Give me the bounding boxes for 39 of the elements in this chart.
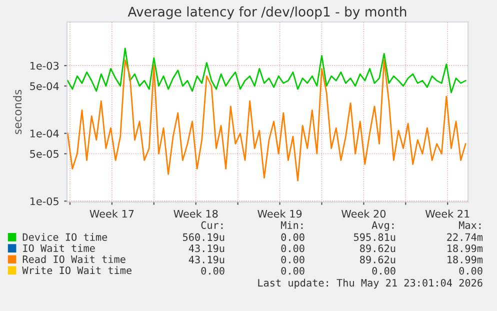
- text: 0.00: [281, 233, 304, 241]
- x-tick-label: Week 20: [342, 210, 386, 218]
- legend-label: IO Wait time: [23, 244, 95, 252]
- text: 0.00: [281, 256, 304, 264]
- text: 0.00: [201, 266, 224, 275]
- text: 0.00: [372, 266, 396, 275]
- text: 0.00: [281, 266, 304, 275]
- text: 22.74m: [447, 233, 483, 241]
- text: Cur:: [201, 221, 223, 229]
- text: Avg:: [372, 221, 394, 231]
- text: 0.00: [459, 266, 482, 275]
- line-series: [67, 48, 466, 94]
- legend-label: Write IO Wait time: [22, 266, 132, 274]
- text: 595.81u: [354, 233, 396, 241]
- x-tick-label: Week 19: [258, 210, 302, 218]
- legend-label: Read IO Wait time: [22, 255, 126, 264]
- text: 43.19u: [188, 244, 224, 252]
- text: 0.00: [281, 244, 304, 252]
- text: Min:: [281, 221, 303, 229]
- text: 43.19u: [188, 256, 224, 264]
- line-series: [67, 60, 466, 182]
- text: Last update: Thu May 21 23:01:04 2026: [258, 278, 482, 289]
- text: 89.62u: [360, 244, 396, 252]
- legend-label: Device IO time: [22, 233, 108, 241]
- x-tick-label: Week 17: [90, 210, 134, 218]
- text: Max:: [459, 221, 481, 229]
- text: 89.62u: [360, 256, 396, 264]
- y-tick-label: 1e-04: [30, 130, 59, 138]
- chart-title: Average latency for /dev/loop1 - by month: [128, 6, 406, 20]
- x-tick-label: Week 18: [174, 210, 218, 218]
- text: 18.99m: [448, 244, 483, 252]
- text: 18.99m: [448, 256, 483, 264]
- y-tick-label: 5e-05: [30, 150, 58, 158]
- y-axis-title: seconds: [13, 90, 22, 134]
- text: 560.19u: [182, 233, 224, 241]
- x-tick-label: Week 21: [425, 210, 470, 218]
- y-tick-label: 1e-03: [30, 62, 59, 70]
- y-tick-label: 5e-04: [30, 82, 59, 90]
- y-tick-label: 1e-05: [30, 197, 58, 206]
